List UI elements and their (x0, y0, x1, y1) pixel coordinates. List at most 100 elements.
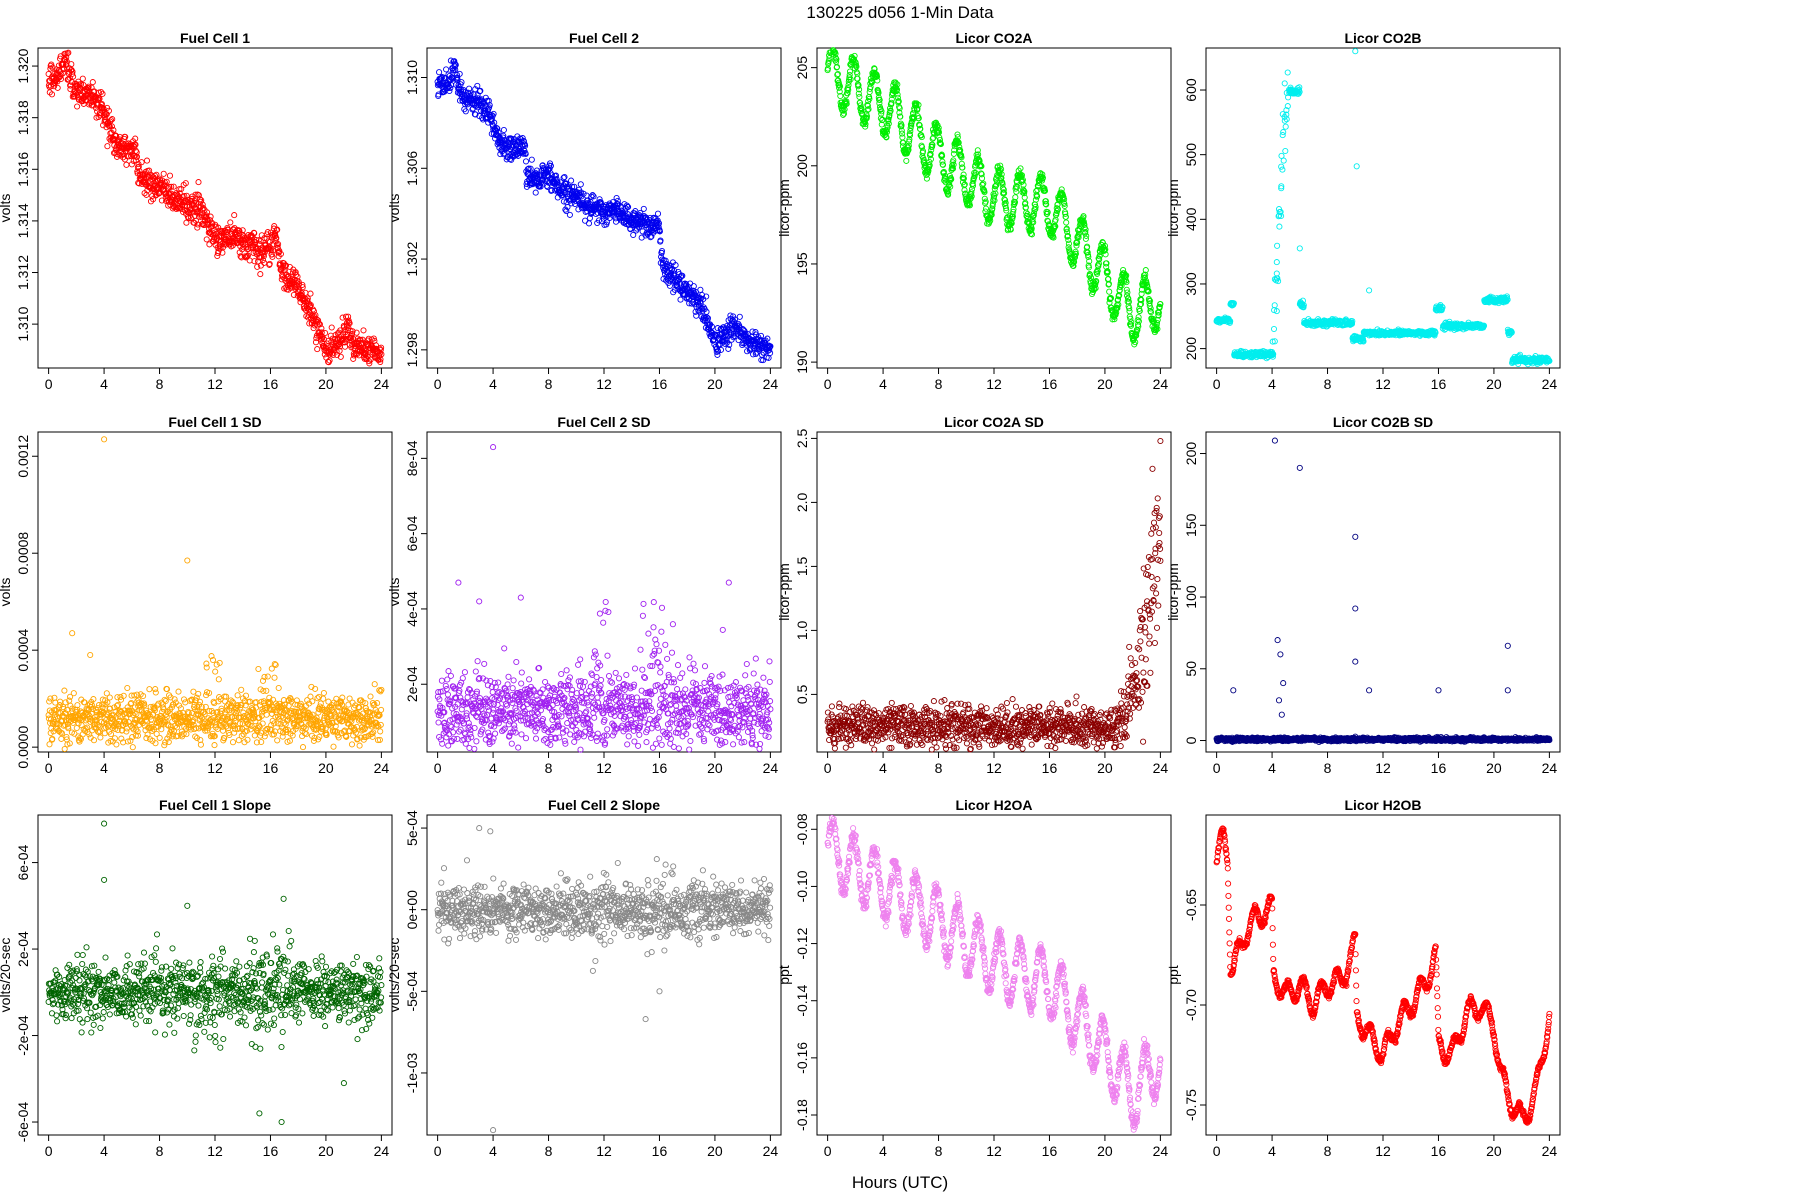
x-tick-label: 16 (263, 760, 279, 776)
data-point (189, 200, 196, 207)
data-point (58, 735, 65, 742)
data-point (273, 227, 280, 234)
data-point (209, 220, 216, 227)
data-point (208, 219, 215, 226)
data-point (199, 201, 206, 208)
data-point (68, 61, 75, 68)
y-tick-label: 190 (794, 350, 810, 374)
data-point (195, 179, 202, 186)
data-point (123, 161, 130, 168)
data-point (299, 281, 306, 288)
data-point (132, 147, 139, 154)
data-point (1270, 325, 1278, 333)
data-point (58, 71, 65, 78)
data-point (133, 153, 141, 160)
data-point (97, 88, 105, 96)
data-point (1352, 48, 1359, 55)
data-point (135, 161, 142, 168)
data-points (1213, 48, 1553, 368)
data-point (210, 230, 217, 237)
data-point (307, 290, 314, 297)
data-point (1280, 157, 1287, 164)
x-tick-label: 0 (434, 376, 442, 392)
data-point (1282, 147, 1289, 155)
data-point (326, 357, 333, 364)
y-tick-label: 1.302 (404, 241, 420, 276)
x-tick-label: 12 (986, 376, 1002, 392)
data-point (191, 219, 198, 226)
x-tick-label: 20 (1486, 376, 1502, 392)
data-point (249, 233, 256, 240)
data-point (57, 698, 64, 705)
data-point (528, 156, 535, 163)
data-point (295, 278, 302, 285)
data-point (337, 327, 344, 334)
data-point (180, 208, 187, 216)
data-point (120, 154, 127, 161)
data-point (46, 698, 53, 705)
data-point (1276, 223, 1283, 230)
data-point (152, 689, 159, 696)
x-tick-label: 0 (824, 376, 832, 392)
data-point (193, 217, 200, 224)
data-point (96, 95, 103, 102)
data-point (195, 192, 202, 199)
data-point (339, 314, 346, 321)
data-point (194, 224, 201, 231)
data-point (1366, 287, 1373, 294)
data-point (227, 219, 234, 226)
x-tick-label: 20 (318, 760, 334, 776)
data-point (135, 163, 142, 170)
data-point (273, 241, 280, 248)
y-tick-label: 1.310 (15, 306, 31, 341)
data-point (903, 157, 910, 164)
data-point (1281, 80, 1288, 87)
data-point (183, 192, 190, 199)
data-point (654, 210, 662, 217)
data-point (133, 149, 140, 156)
x-tick-label: 0 (1213, 376, 1221, 392)
x-tick-label: 0 (45, 760, 53, 776)
data-point (277, 266, 284, 273)
data-point (333, 348, 340, 355)
data-point (192, 191, 199, 198)
data-point (261, 259, 268, 266)
x-tick-label: 8 (156, 760, 164, 776)
y-tick-label: 0.0008 (15, 532, 31, 575)
data-point (302, 289, 309, 296)
data-point (1065, 240, 1072, 247)
data-point (98, 100, 105, 108)
data-points (434, 57, 774, 364)
data-point (151, 172, 158, 179)
panel-grid: Fuel Cell 10 4 8 12 16 20 241.3101.3121.3141.3… (0, 30, 1561, 1159)
panel-title: Fuel Cell 1 (180, 30, 250, 46)
data-point (97, 734, 104, 741)
data-point (316, 321, 323, 328)
data-point (336, 347, 343, 354)
data-point (207, 213, 214, 220)
data-point (978, 175, 986, 182)
data-point (345, 313, 352, 320)
y-tick-label: 1.312 (15, 255, 31, 290)
data-point (736, 313, 743, 320)
panel-title: Licor CO2A (955, 30, 1032, 46)
y-tick-label: 1.320 (15, 48, 31, 83)
data-point (253, 237, 260, 244)
data-point (266, 260, 273, 267)
y-tick-label: 1.306 (404, 151, 420, 186)
data-point (315, 317, 322, 324)
x-tick-label: 4 (489, 376, 497, 392)
data-point (122, 133, 129, 140)
x-tick-label: 24 (1153, 376, 1169, 392)
data-point (269, 253, 276, 260)
y-tick-label: 1.316 (15, 152, 31, 187)
data-point (79, 75, 86, 82)
data-point (846, 68, 854, 75)
y-tick-label: 500 (1183, 143, 1199, 167)
data-point (328, 324, 335, 331)
panel-title: Licor CO2B (1344, 30, 1421, 46)
data-point (697, 286, 704, 293)
data-point (366, 360, 373, 367)
